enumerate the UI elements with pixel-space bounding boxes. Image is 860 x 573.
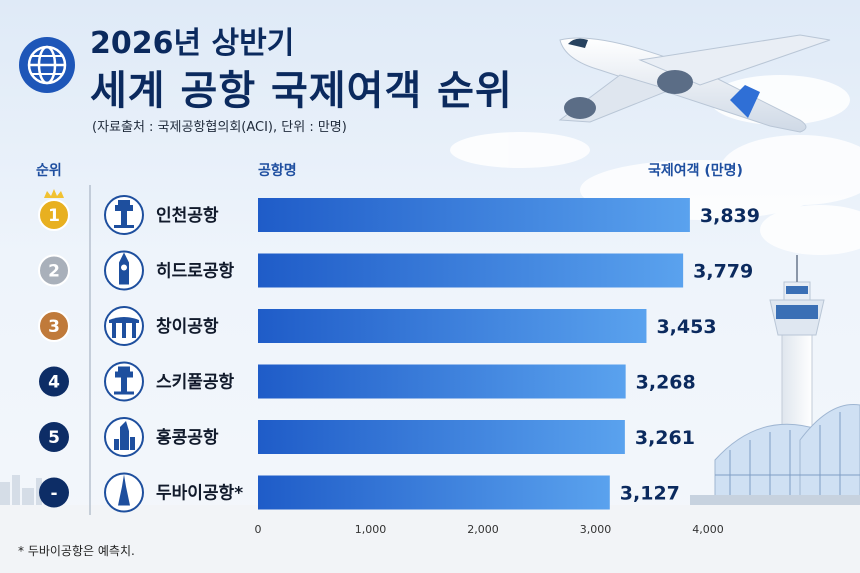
terminal-illustration bbox=[690, 403, 860, 505]
x-tick-label: 4,000 bbox=[692, 523, 724, 536]
rank-badge: 2 bbox=[38, 254, 70, 287]
rank-label: 4 bbox=[48, 373, 60, 393]
x-tick-label: 3,000 bbox=[580, 523, 612, 536]
rank-label: 2 bbox=[48, 262, 60, 282]
rank-badge: 5 bbox=[39, 422, 69, 452]
bar bbox=[258, 420, 625, 454]
airport-label: 인천공항 bbox=[156, 205, 219, 226]
chart-row: - 두바이공항* 3,127 bbox=[39, 472, 680, 513]
rank-badge: - bbox=[39, 477, 69, 508]
chart-row: 5 홍콩공항 3,261 bbox=[39, 417, 695, 457]
control-tower-illustration bbox=[769, 255, 825, 441]
rank-badge: 1 bbox=[38, 189, 70, 231]
big-ben-icon bbox=[104, 250, 144, 291]
rank-badge: 4 bbox=[39, 366, 69, 397]
tower-icon bbox=[104, 195, 144, 235]
x-tick-label: 1,000 bbox=[355, 523, 387, 536]
chart-row: 1 인천공항 3,839 bbox=[38, 189, 760, 235]
bar bbox=[258, 475, 610, 510]
title-line-1: 2026년 상반기 bbox=[90, 26, 295, 61]
airport-header: 공항명 bbox=[258, 163, 297, 179]
chart-row: 3 창이공항 3,453 bbox=[38, 306, 717, 346]
footnote: * 두바이공항은 예측치. bbox=[18, 544, 135, 558]
globe-icon bbox=[19, 37, 75, 93]
rank-badge: 3 bbox=[38, 310, 70, 342]
crown-icon bbox=[44, 189, 64, 198]
rank-label: 3 bbox=[48, 317, 60, 337]
bar bbox=[258, 309, 647, 343]
bar bbox=[258, 253, 684, 288]
value-header: 국제여객 (만명) bbox=[648, 163, 743, 179]
value-label: 3,127 bbox=[620, 483, 680, 505]
chart-row: 4 스키풀공항 3,268 bbox=[39, 361, 696, 402]
chart-row: 2 히드로공항 3,779 bbox=[38, 250, 753, 291]
airport-label: 홍콩공항 bbox=[156, 427, 219, 448]
marina-bay-icon bbox=[104, 306, 144, 346]
bar bbox=[258, 364, 626, 399]
value-label: 3,261 bbox=[635, 427, 695, 449]
tower-icon bbox=[104, 361, 144, 402]
skyscraper-icon bbox=[104, 417, 144, 457]
airport-label: 스키풀공항 bbox=[156, 372, 235, 393]
x-tick-label: 2,000 bbox=[467, 523, 499, 536]
airplane-illustration bbox=[558, 34, 831, 133]
rank-label: 1 bbox=[48, 206, 60, 226]
bar bbox=[258, 198, 690, 232]
value-label: 3,779 bbox=[693, 261, 753, 283]
rank-header: 순위 bbox=[36, 163, 62, 179]
rank-label: 5 bbox=[48, 428, 60, 448]
source-note: (자료출처 : 국제공항협의회(ACI), 단위 : 만명) bbox=[92, 120, 347, 135]
airport-label: 창이공항 bbox=[156, 316, 219, 337]
airport-label: 두바이공항* bbox=[156, 483, 243, 504]
title-line-2: 세계 공항 국제여객 순위 bbox=[90, 68, 513, 114]
burj-icon bbox=[104, 472, 144, 513]
airport-label: 히드로공항 bbox=[156, 261, 235, 282]
x-tick-label: 0 bbox=[255, 523, 262, 536]
value-label: 3,453 bbox=[656, 316, 716, 338]
value-label: 3,839 bbox=[700, 205, 760, 227]
value-label: 3,268 bbox=[636, 372, 696, 394]
rank-label: - bbox=[50, 484, 57, 504]
